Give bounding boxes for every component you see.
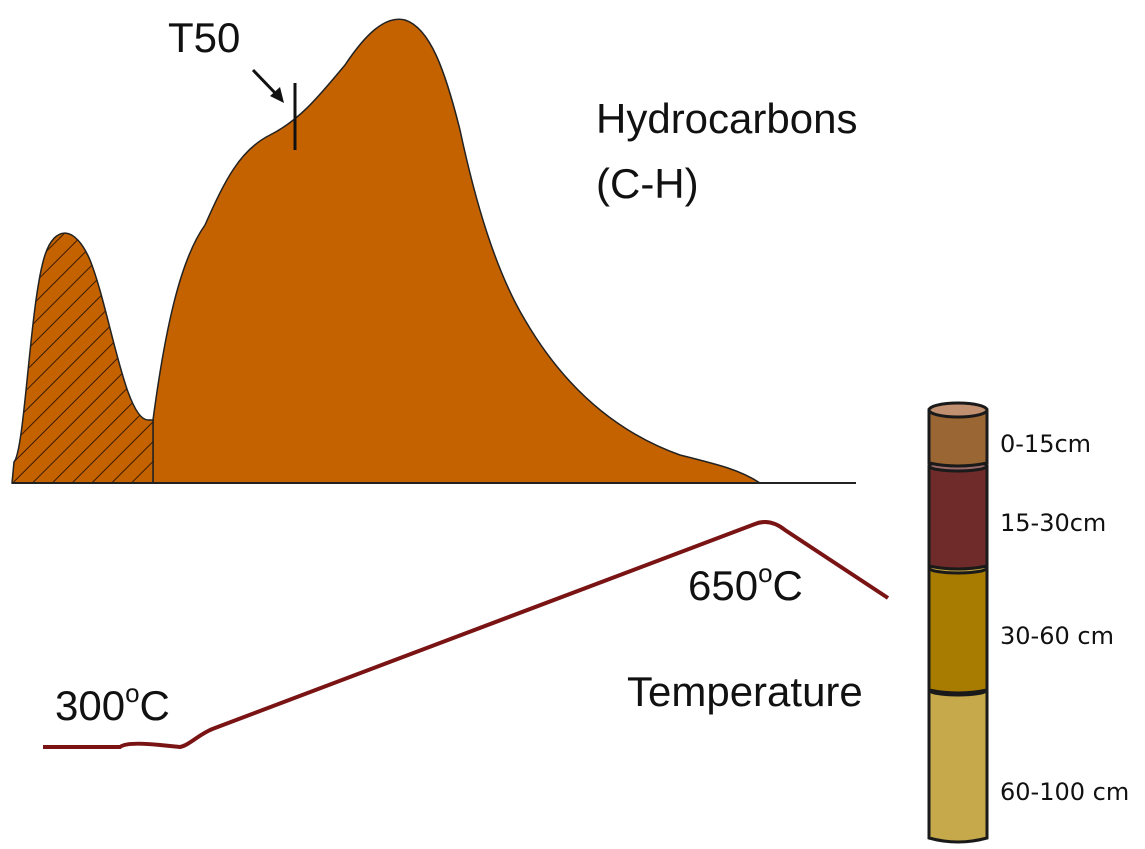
hydrocarbon-peak <box>153 19 760 483</box>
temp-unit: C <box>773 562 803 609</box>
temperature-label: Temperature <box>627 668 863 715</box>
core-layer-label: 0-15cm <box>1000 430 1091 458</box>
core-layer-label: 15-30cm <box>1000 509 1106 537</box>
temp-number: 650 <box>688 562 758 609</box>
core-layer-label: 30-60 cm <box>1000 622 1114 650</box>
core-layer-2 <box>929 466 987 569</box>
temp-degree: o <box>125 678 139 708</box>
end-temperature: 650oC <box>688 558 803 609</box>
core-layer-label: 60-100 cm <box>1000 778 1129 806</box>
soil-core <box>929 403 987 842</box>
core-top <box>929 403 987 417</box>
temp-degree: o <box>758 558 772 588</box>
hydrocarbons-label: Hydrocarbons <box>596 95 857 142</box>
core-layer-4 <box>929 690 987 842</box>
core-layer-3 <box>929 568 987 693</box>
hatched-peak <box>12 233 153 483</box>
t50-arrow <box>253 70 278 96</box>
temp-number: 300 <box>55 682 125 729</box>
hydrocarbons-sublabel: (C-H) <box>596 160 699 207</box>
temp-unit: C <box>140 682 170 729</box>
t50-label: T50 <box>168 14 240 61</box>
start-temperature: 300oC <box>55 678 170 729</box>
diagram: T50 Hydrocarbons (C-H) 300oC 650oC Tempe… <box>0 0 1145 849</box>
